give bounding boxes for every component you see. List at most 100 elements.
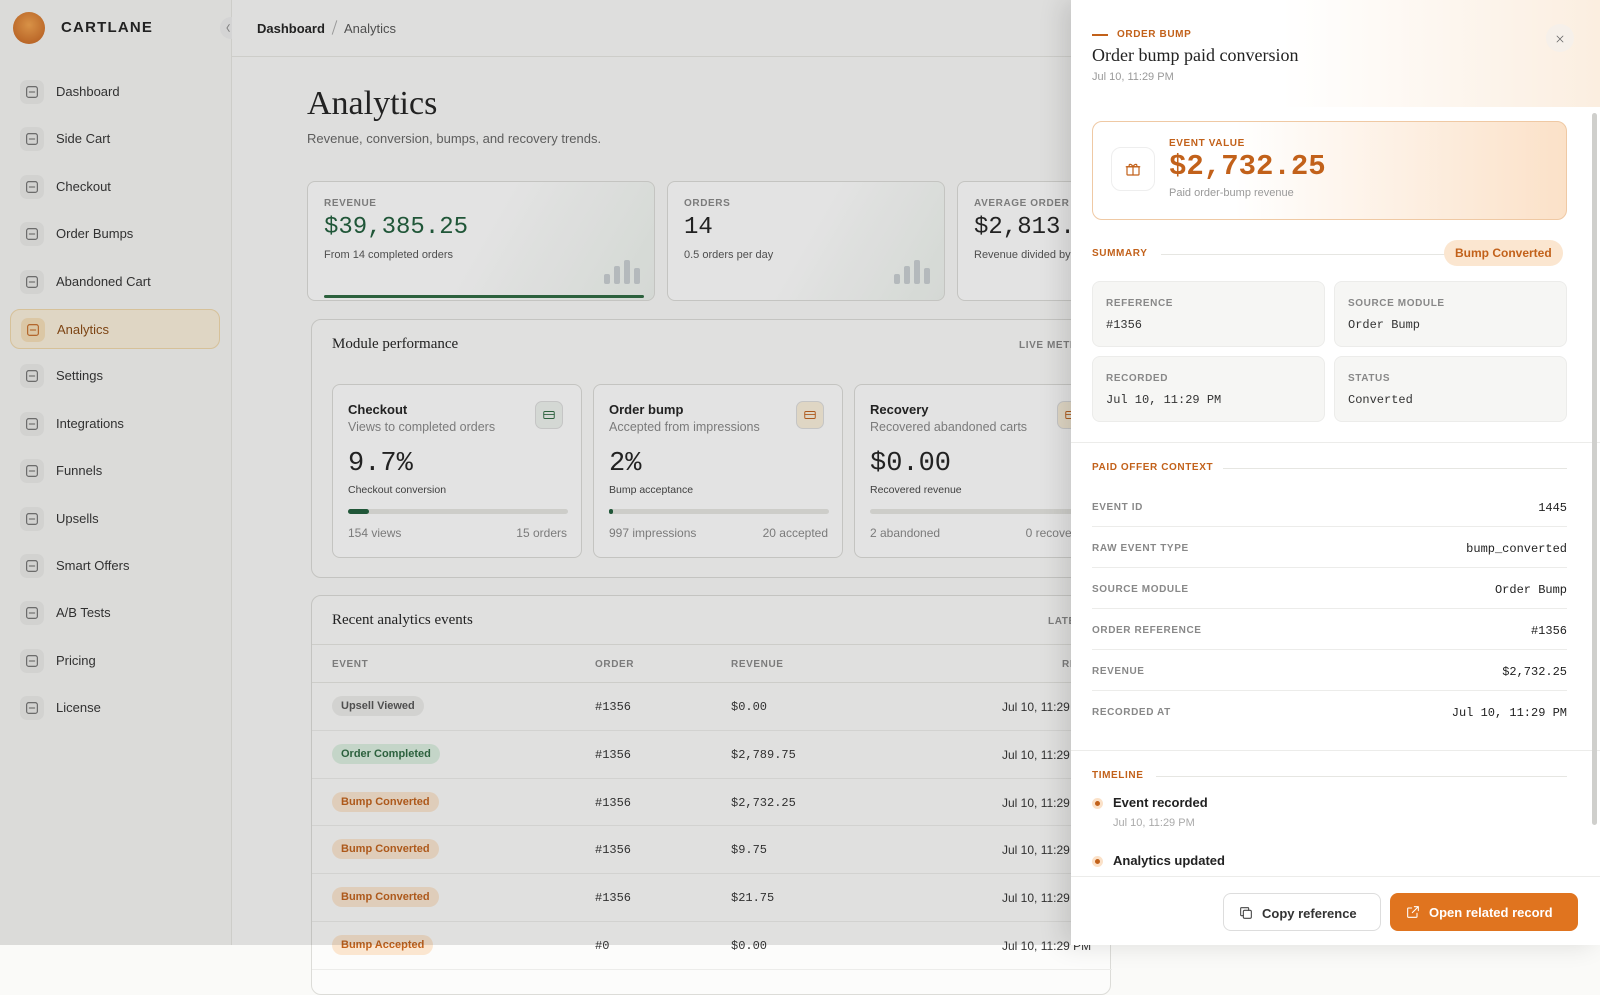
context-value: 1445 [1538, 501, 1567, 515]
nav-item[interactable]: Funnels [10, 451, 220, 491]
nav-label: A/B Tests [56, 605, 111, 621]
nav-item[interactable]: Smart Offers [10, 546, 220, 586]
field-value: Converted [1348, 393, 1413, 407]
nav-item[interactable]: License [10, 688, 220, 728]
drawer-time: Jul 10, 11:29 PM [1092, 71, 1174, 83]
nav-icon [20, 459, 44, 484]
event-value-card: EVENT VALUE $2,732.25 Paid order-bump reve… [1092, 121, 1567, 220]
timeline-dot [1092, 798, 1103, 809]
section-title: Recent analytics events [332, 612, 473, 628]
table-cell: $21.75 [731, 891, 775, 906]
nav-item[interactable]: A/B Tests [10, 593, 220, 633]
context-row: RAW EVENT TYPE bump_converted [1092, 527, 1567, 568]
table-cell: $2,732.25 [731, 795, 796, 810]
table-row[interactable]: Upsell Viewed #1356 $0.00 Jul 10, 11:29 PM [312, 683, 1112, 731]
module-title: Recovery [870, 402, 929, 417]
copy-button[interactable]: Copy reference [1223, 893, 1381, 931]
eyebrow-line [1092, 34, 1108, 36]
module-icon [535, 401, 563, 429]
context-key: RECORDED AT [1092, 707, 1171, 718]
module-title: Order bump [609, 402, 684, 417]
copy-icon [1238, 905, 1254, 921]
table-row[interactable]: Bump Converted #1356 $9.75 Jul 10, 11:29 PM [312, 826, 1112, 875]
chart-icon-bar [614, 266, 620, 284]
section-heading: TIMELINE [1092, 770, 1144, 781]
nav-item[interactable]: Integrations [10, 404, 220, 444]
table-row[interactable]: Bump Converted #1356 $2,732.25 Jul 10, 11:2… [312, 779, 1112, 827]
breadcrumb-link[interactable]: Dashboard [257, 21, 325, 36]
nav-item[interactable]: Checkout [10, 167, 220, 207]
nav-item[interactable]: Upsells [10, 499, 220, 539]
module-left: 2 abandoned [870, 526, 941, 540]
chart-icon-bar [604, 274, 610, 284]
drawer: ORDER BUMP Order bump paid conversion Jul … [1071, 0, 1600, 945]
timeline-time: Jul 10, 11:29 PM [1113, 817, 1195, 829]
context-row: REVENUE $2,732.25 [1092, 650, 1567, 691]
logo [13, 12, 45, 44]
chart-icon-bar [634, 268, 640, 284]
button-label: Copy reference [1262, 906, 1357, 921]
close-button[interactable] [1546, 24, 1574, 52]
column-header: ORDER [595, 659, 635, 670]
table-row[interactable]: Bump Converted #1356 $21.75 Jul 10, 11:29 P… [312, 874, 1112, 922]
summary-field: REFERENCE #1356 [1092, 281, 1325, 347]
context-key: EVENT ID [1092, 502, 1143, 513]
nav-label: Smart Offers [56, 558, 130, 573]
module-subtitle: Accepted from impressions [609, 420, 760, 434]
nav-item[interactable]: Pricing [10, 641, 220, 681]
table-cell: Jul 10, 11:29 PM [1002, 843, 1092, 858]
status-badge: Bump Converted [1444, 240, 1563, 266]
open-record-button[interactable]: Open related record [1390, 893, 1578, 931]
nav-item[interactable]: Settings [10, 356, 220, 396]
nav-label: Dashboard [56, 84, 120, 99]
event-badge: Bump Converted [332, 791, 439, 812]
nav-label: Analytics [57, 322, 110, 337]
section-heading: PAID OFFER CONTEXT [1092, 462, 1214, 473]
chart-icon-bar [904, 266, 910, 284]
nav-label: Checkout [56, 178, 111, 194]
gift-icon [1111, 147, 1155, 191]
table-row[interactable]: Order Completed #1356 $2,789.75 Jul 10, 11:… [312, 731, 1112, 779]
scrollbar [1592, 113, 1597, 825]
event-value-label: EVENT VALUE [1169, 138, 1245, 149]
table-cell: #1356 [595, 795, 632, 810]
summary-field: RECORDED Jul 10, 11:29 PM [1092, 356, 1325, 422]
page-subtitle: Revenue, conversion, bumps, and recovery… [307, 131, 602, 146]
progress-fill [609, 509, 614, 514]
nav-icon [21, 318, 45, 342]
external-icon [1405, 904, 1421, 920]
nav-icon [20, 411, 44, 436]
nav-icon [20, 174, 44, 199]
module-icon [796, 401, 824, 429]
nav-item[interactable]: Side Cart [10, 119, 220, 159]
field-label: REFERENCE [1106, 298, 1174, 309]
stat-label: REVENUE [324, 198, 377, 209]
drawer-footer: Copy reference Open related record [1071, 876, 1600, 945]
nav-item[interactable]: Analytics [10, 309, 220, 349]
context-value: Jul 10, 11:29 PM [1451, 706, 1567, 720]
nav-icon [20, 222, 44, 247]
timeline-title: Analytics updated [1113, 853, 1225, 868]
nav-label: Pricing [56, 652, 96, 668]
nav-item[interactable]: Dashboard [10, 72, 220, 112]
sidebar: CARTLANE Dashboard Side Cart Checkout Order … [0, 0, 242, 945]
nav-item[interactable]: Order Bumps [10, 214, 220, 254]
section-title: Module performance [332, 336, 459, 352]
module-section: Module performance LIVE METRICS Checkout Vi… [311, 319, 1111, 578]
nav-icon [20, 80, 44, 104]
nav-item[interactable]: Abandoned Cart [10, 262, 220, 302]
nav-label: Upsells [56, 510, 99, 526]
module-subtitle: Views to completed orders [348, 420, 496, 434]
field-value: #1356 [1106, 318, 1143, 332]
context-key: ORDER REFERENCE [1092, 625, 1202, 636]
progress-line [324, 295, 644, 298]
event-badge: Upsell Viewed [332, 696, 424, 716]
progress-track [870, 509, 1090, 514]
timeline-title: Event recorded [1113, 795, 1208, 810]
table-cell: Jul 10, 11:29 PM [1002, 795, 1092, 810]
divider [312, 682, 1112, 683]
module-subtitle: Recovered abandoned carts [870, 420, 1028, 434]
stat-value: 14 [684, 214, 713, 241]
drawer-header [1071, 0, 1600, 107]
nav-label: Integrations [56, 415, 124, 431]
